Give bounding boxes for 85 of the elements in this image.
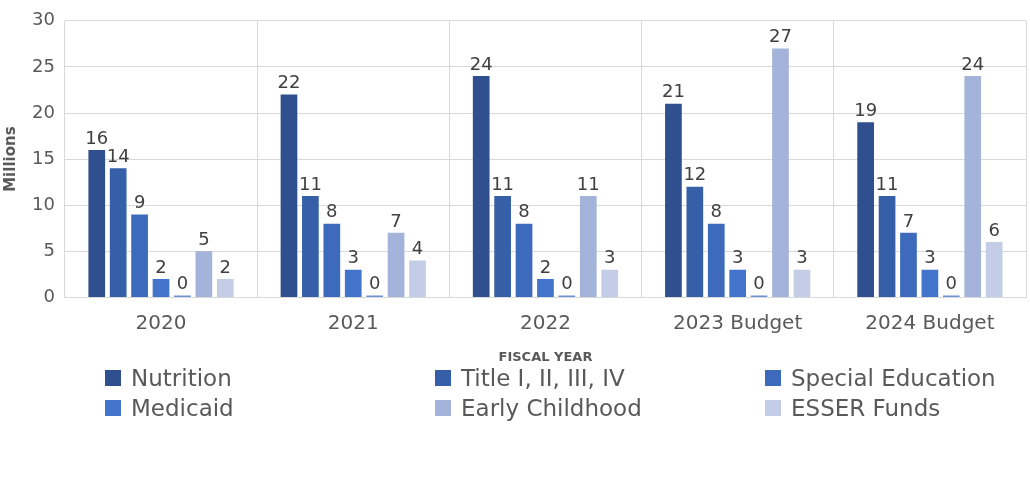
bar (772, 48, 789, 297)
data-label: 2 (219, 255, 231, 277)
data-label: 27 (769, 25, 792, 47)
data-label: 0 (945, 272, 958, 294)
bar (515, 223, 533, 297)
data-label: 5 (198, 227, 210, 249)
bar (109, 168, 127, 297)
x-tick-label: 2021 (327, 309, 379, 334)
data-label: 7 (902, 209, 915, 231)
y-tick-label: 30 (32, 8, 55, 30)
bar (900, 232, 917, 297)
data-label: 3 (796, 246, 808, 268)
data-label: 0 (176, 272, 189, 294)
data-label: 4 (411, 237, 424, 259)
legend-label: Early Childhood (461, 395, 642, 421)
data-label: 19 (854, 98, 878, 120)
data-label: 11 (875, 172, 899, 194)
data-label: 24 (469, 52, 493, 74)
data-label: 3 (603, 246, 616, 268)
bar (921, 269, 939, 297)
bar (387, 232, 405, 297)
y-tick-label: 10 (32, 192, 55, 214)
y-tick-label: 15 (32, 146, 55, 168)
data-label: 12 (683, 163, 707, 185)
data-label: 0 (368, 272, 381, 294)
y-tick-label: 20 (32, 100, 55, 122)
data-label: 14 (106, 144, 130, 166)
y-tick-label: 5 (43, 238, 55, 260)
bar (494, 195, 511, 297)
bar (964, 76, 982, 297)
bar (579, 195, 597, 297)
legend-label: Special Education (791, 365, 996, 391)
bar (280, 94, 298, 297)
bar (472, 76, 490, 297)
x-axis-title: FISCAL YEAR (498, 348, 593, 364)
bar (686, 186, 704, 297)
data-label: 9 (133, 191, 146, 213)
data-label: 2 (155, 255, 167, 277)
data-label: 8 (326, 200, 338, 222)
bar (793, 269, 811, 297)
y-axis-title: Millions (0, 126, 19, 192)
legend-label: Nutrition (131, 365, 232, 391)
bar (857, 122, 874, 297)
x-tick-label: 2022 (520, 309, 571, 334)
data-label: 11 (298, 172, 322, 194)
data-label: 11 (576, 172, 600, 194)
data-label: 11 (491, 172, 515, 194)
bar (344, 269, 362, 297)
bar (729, 269, 747, 297)
bar (302, 195, 319, 297)
bar (601, 269, 619, 297)
bar (878, 195, 896, 297)
bar (216, 278, 234, 297)
data-label: 8 (710, 200, 722, 222)
data-label: 21 (661, 80, 685, 102)
data-label: 3 (347, 246, 359, 268)
x-tick-label: 2023 Budget (673, 309, 803, 334)
data-label: 22 (277, 71, 301, 93)
data-label: 8 (518, 200, 530, 222)
bar (665, 103, 682, 297)
data-label: 16 (85, 126, 109, 148)
bar (88, 149, 106, 297)
data-label: 2 (539, 255, 552, 277)
bar (323, 223, 341, 297)
legend-label: Title I, II, III, IV (461, 365, 625, 391)
bar (537, 278, 554, 297)
bar (707, 223, 725, 297)
data-label: 6 (988, 218, 1000, 240)
legend-label: ESSER Funds (791, 395, 941, 421)
bar (152, 278, 170, 297)
data-label: 0 (561, 272, 573, 294)
y-tick-label: 25 (32, 54, 55, 76)
bar (409, 260, 426, 297)
x-tick-label: 2020 (135, 309, 187, 334)
data-label: 3 (924, 246, 936, 268)
y-tick-label: 0 (43, 285, 55, 307)
bar (195, 251, 213, 297)
data-label: 3 (731, 246, 744, 268)
data-label: 7 (390, 209, 402, 231)
legend-label: Medicaid (131, 395, 234, 421)
data-label: 24 (961, 52, 985, 74)
bar (985, 242, 1003, 297)
data-label: 0 (753, 272, 765, 294)
bar (131, 214, 148, 297)
x-tick-label: 2024 Budget (865, 309, 995, 334)
